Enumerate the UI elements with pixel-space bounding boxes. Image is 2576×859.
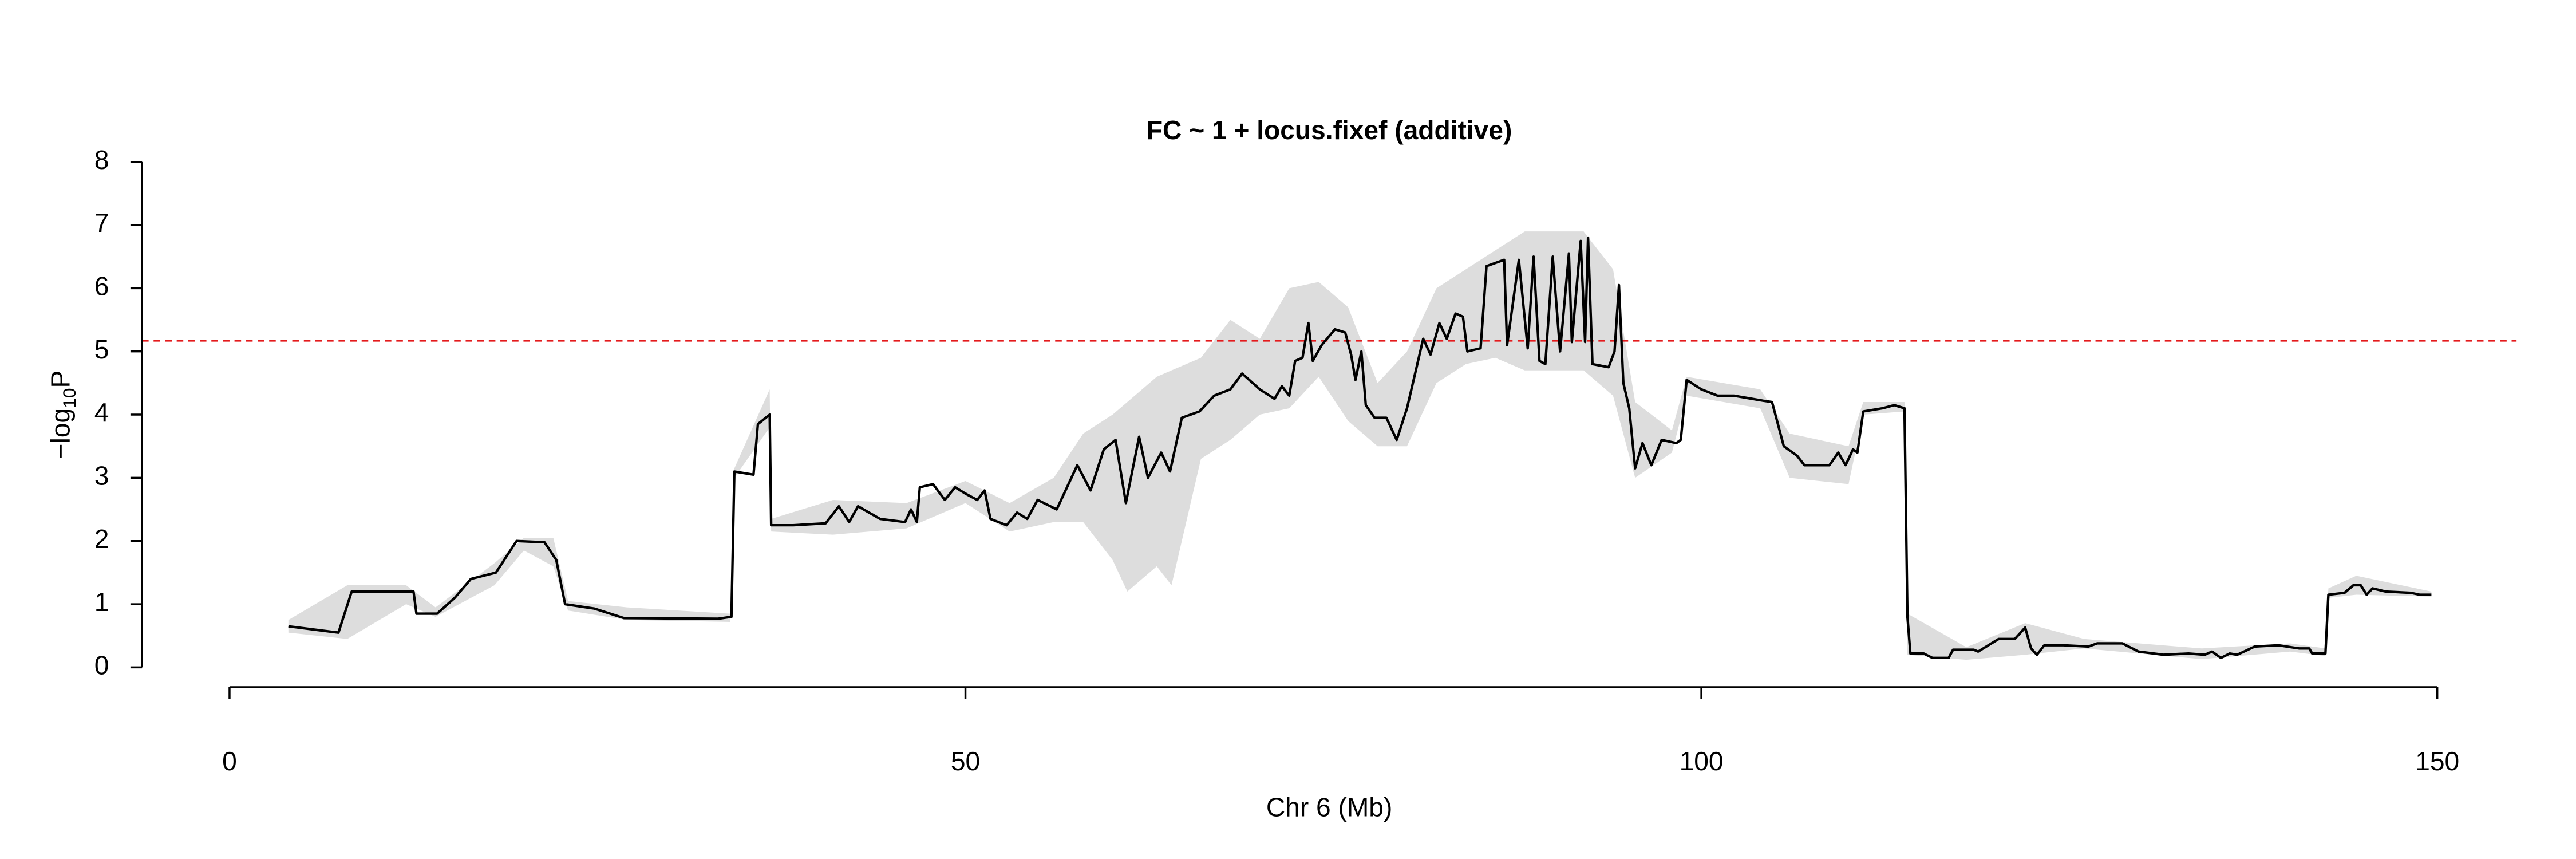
y-tick-label: 8 <box>94 145 109 175</box>
data-line <box>288 236 2432 659</box>
x-tick-label: 50 <box>951 746 980 776</box>
y-tick-label: 4 <box>94 397 109 427</box>
x-tick-label: 150 <box>2415 746 2459 776</box>
y-tick-label: 7 <box>94 208 109 238</box>
x-axis-label: Chr 6 (Mb) <box>1266 793 1392 822</box>
y-tick-label: 5 <box>94 334 109 364</box>
y-axis-label: −log10P <box>46 371 80 459</box>
y-tick-label: 6 <box>94 271 109 301</box>
y-tick-label: 0 <box>94 651 109 680</box>
x-tick-label: 0 <box>222 746 237 776</box>
confidence-band <box>288 231 2432 660</box>
y-label-part: −log <box>46 408 76 459</box>
y-tick-label: 2 <box>94 524 109 554</box>
x-tick-label: 100 <box>1680 746 1724 776</box>
y-tick-label: 3 <box>94 461 109 491</box>
y-label-sub: 10 <box>59 388 80 408</box>
chart-title: FC ~ 1 + locus.fixef (additive) <box>1147 115 1512 145</box>
y-tick-label: 1 <box>94 587 109 617</box>
y-label-part: P <box>46 371 76 388</box>
